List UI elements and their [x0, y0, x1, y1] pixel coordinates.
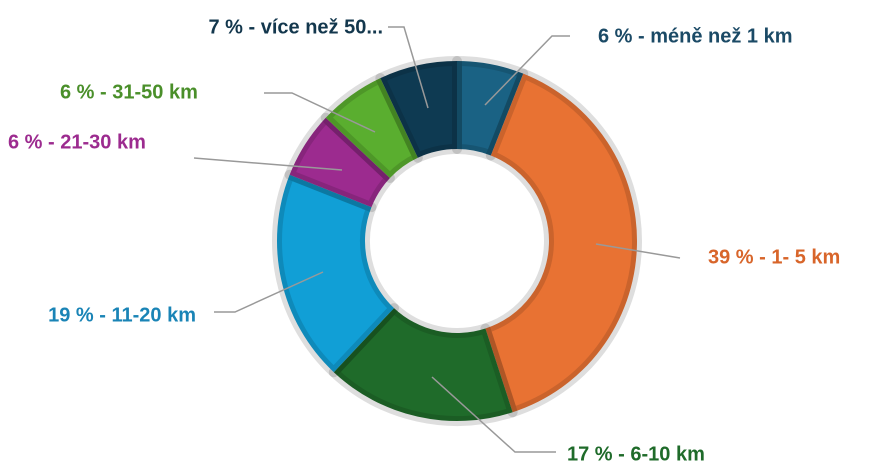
data-label: 17 % - 6-10 km — [567, 443, 705, 465]
donut-slice — [375, 56, 462, 163]
donut-slice — [284, 112, 395, 213]
data-label: 7 % - více než 50... — [208, 16, 383, 38]
data-label: 6 % - méně než 1 km — [598, 25, 793, 47]
data-label: 6 % - 21-30 km — [8, 131, 146, 153]
data-label: 6 % - 31-50 km — [60, 81, 198, 103]
leader-line — [431, 376, 556, 453]
donut-slice — [480, 68, 642, 418]
leader-line — [595, 243, 681, 259]
donut-slice — [272, 169, 400, 378]
data-label: 39 % - 1- 5 km — [708, 246, 840, 268]
leader-line — [388, 26, 429, 109]
leader-line — [193, 157, 343, 171]
data-label: 19 % - 11-20 km — [48, 304, 196, 326]
donut-slice — [452, 56, 529, 161]
leader-line — [214, 271, 324, 313]
donut-slice — [328, 303, 518, 426]
leader-line — [484, 35, 570, 106]
leader-line — [264, 92, 376, 133]
